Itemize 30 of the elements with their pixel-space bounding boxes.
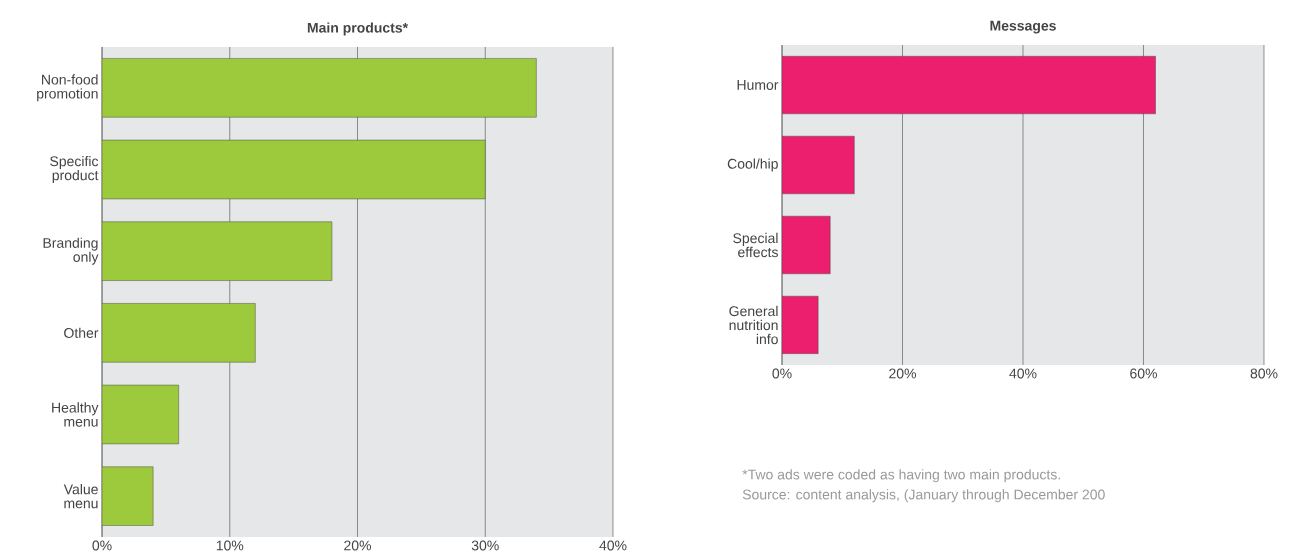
y-tick-label: Healthy menu [52, 402, 99, 427]
bar [102, 303, 256, 363]
x-tick-label: 30% [471, 540, 499, 551]
y-tick-label: General nutrition info [729, 305, 778, 345]
chart-title: Main products* [307, 22, 409, 36]
bar [102, 139, 486, 200]
x-tick-label: 80% [1250, 368, 1278, 379]
x-tick-label: 40% [599, 540, 627, 551]
x-tick-label: 20% [344, 540, 372, 551]
x-tick-label: 0% [772, 368, 792, 379]
y-tick-label: Other [64, 327, 99, 338]
y-tick-label: Value menu [63, 484, 98, 509]
y-tick-label: Branding only [43, 237, 99, 265]
y-tick-label: Humor [737, 80, 779, 90]
x-tick-label: 40% [1009, 368, 1037, 379]
y-tick-label: Cool/hip [727, 158, 778, 172]
bar [102, 221, 333, 281]
x-tick-label: 10% [216, 540, 244, 551]
text: *Two ads were coded as having two main products. [742, 469, 1060, 483]
chart-title: Messages [990, 20, 1056, 34]
bar [102, 58, 537, 118]
y-tick-label: Non-food promotion [37, 74, 98, 102]
bar [102, 466, 154, 526]
x-tick-label: 60% [1130, 368, 1157, 379]
x-tick-label: 0% [92, 540, 112, 551]
bar [102, 384, 179, 445]
y-tick-label: Specific product [50, 155, 99, 184]
source-note: Source: content analysis, (January through December 200 [742, 489, 1105, 503]
y-tick-label: Special effects [733, 232, 778, 258]
x-tick-label: 20% [889, 368, 917, 379]
